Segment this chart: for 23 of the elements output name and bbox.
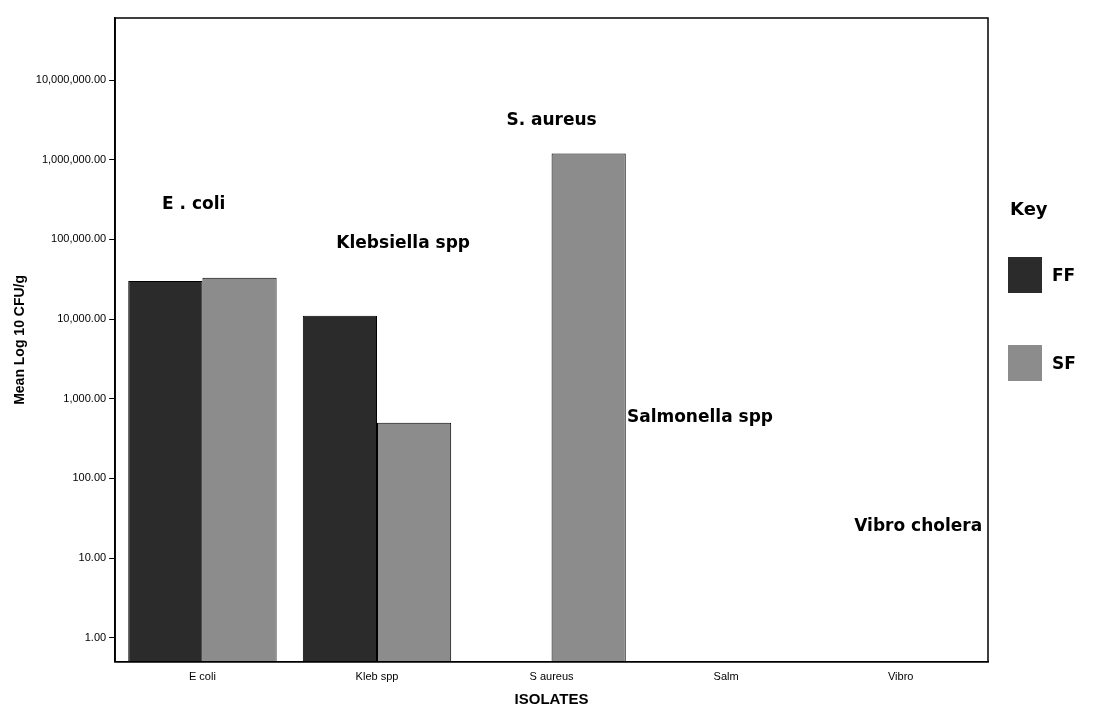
y-tick-label: 1,000.00: [63, 391, 107, 404]
y-tick-label: 10,000.00: [57, 312, 107, 325]
x-axis-title: ISOLATES: [514, 690, 589, 708]
y-tick-label: 10.00: [78, 551, 107, 564]
x-tick-label: Kleb spp: [355, 670, 399, 683]
annotation: S. aureus: [506, 109, 597, 130]
annotation: Klebsiella spp: [336, 231, 471, 252]
legend-label: SF: [1052, 353, 1076, 373]
x-tick-label: E coli: [188, 670, 216, 683]
x-tick-label: S aureus: [529, 670, 575, 683]
y-tick-label: 1.00: [84, 630, 107, 643]
annotation: Vibro cholera: [854, 515, 983, 536]
y-tick-label: 100.00: [72, 471, 107, 484]
y-axis-title: Mean Log 10 CFU/g: [11, 274, 28, 405]
y-tick-label: 10,000,000.00: [35, 73, 107, 86]
annotation: Salmonella spp: [626, 405, 773, 426]
annotation: E . coli: [162, 193, 226, 214]
legend-label: FF: [1052, 265, 1076, 285]
y-tick-label: 100,000.00: [51, 232, 107, 245]
x-tick-label: Salm: [713, 670, 739, 683]
x-tick-label: Vibro: [887, 670, 914, 683]
legend-title: Key: [1010, 198, 1049, 219]
y-tick-label: 1,000,000.00: [41, 152, 107, 165]
